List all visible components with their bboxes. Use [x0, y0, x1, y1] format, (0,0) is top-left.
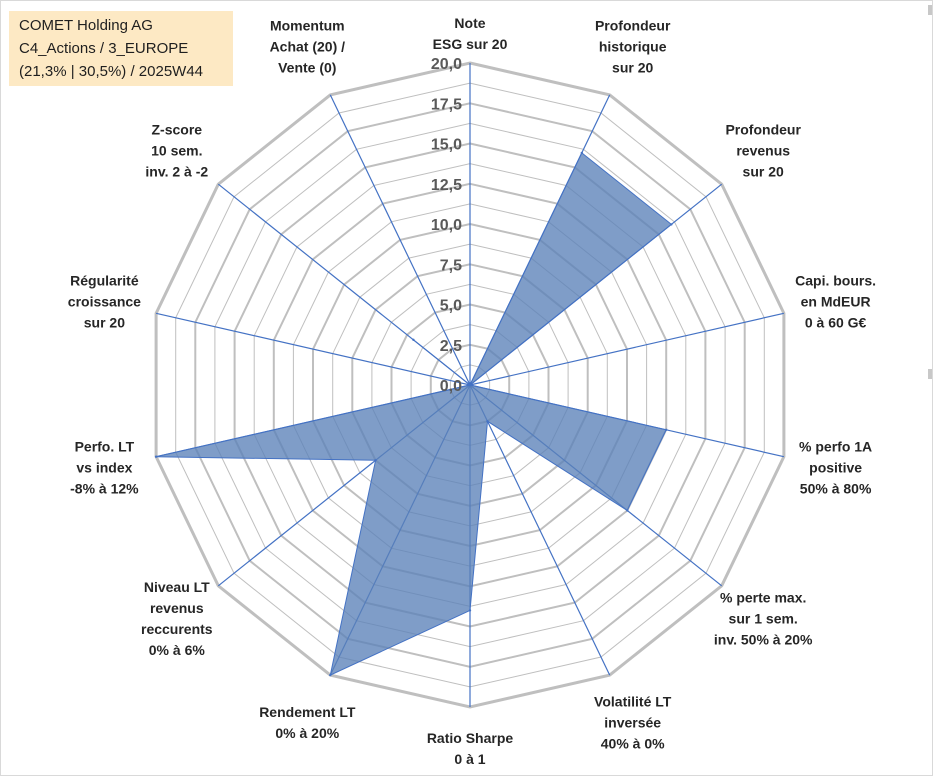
- radar-data-point: [665, 428, 668, 431]
- radar-data-point: [374, 459, 377, 462]
- axis-label-line: inv. 2 à -2: [145, 163, 209, 180]
- axis-label-line: historique: [598, 38, 667, 55]
- axis-label-line: Achat (20) /: [269, 38, 346, 55]
- axis-label: Momentum Achat (20) / Vente (0): [270, 16, 345, 79]
- radar-data-point: [670, 223, 673, 226]
- tick-layer: 0,0 2,5 5,0 7,5 10,0 12,5 15,0 17,5 20,0: [431, 56, 462, 395]
- axis-label-line: Profondeur: [594, 17, 671, 34]
- axis-label: Rendement LT 0% à 20%: [259, 702, 355, 744]
- tick-label: 0,0: [440, 378, 462, 395]
- series-layer: [154, 151, 673, 677]
- radar-spoke: [155, 312, 471, 386]
- axis-label-line: inv. 50% à 20%: [713, 631, 813, 648]
- axis-label-line: Rendement LT: [259, 703, 356, 720]
- axis-label: Niveau LT revenus reccurents 0% à 6%: [141, 577, 213, 661]
- radar-data-point: [626, 509, 629, 512]
- title-company: COMET Holding AG: [19, 17, 153, 34]
- radar-data-point: [580, 151, 583, 155]
- axis-label-line: Vente (0): [278, 59, 337, 76]
- axis-label: % perte max. sur 1 sem. inv. 50% à 20%: [714, 587, 813, 650]
- axis-label-line: Note: [454, 15, 486, 31]
- tick-label: 20,0: [431, 56, 462, 73]
- axis-label-line: Perfo. LT: [74, 438, 135, 455]
- axis-label-line: 0% à 20%: [275, 724, 340, 741]
- tick-label: 10,0: [431, 217, 462, 234]
- tick-label: 12,5: [431, 177, 462, 194]
- axis-label-line: reccurents: [141, 620, 213, 637]
- axis-label-line: 40% à 0%: [600, 735, 665, 752]
- resize-handle-middle: [928, 369, 932, 379]
- axis-label-line: 0% à 6%: [148, 641, 205, 658]
- radar-spoke: [329, 94, 471, 386]
- axis-label: Volatilité LT inversée 40% à 0%: [594, 691, 671, 754]
- axis-label-line: 10 sem.: [151, 142, 203, 159]
- axis-label-line: Niveau LT: [143, 578, 210, 595]
- axis-label-line: Volatilité LT: [594, 693, 672, 710]
- resize-handle-top: [928, 5, 932, 15]
- radar-data-point: [468, 609, 472, 612]
- tick-label: 5,0: [440, 298, 462, 315]
- radar-spoke: [469, 312, 785, 386]
- axis-label: Ratio Sharpe 0 à 1: [427, 728, 513, 770]
- axis-label-line: inversée: [604, 714, 662, 731]
- title-metrics: (21,3% | 30,5%) / 2025W44: [19, 63, 203, 80]
- axis-label-line: revenus: [736, 142, 791, 159]
- axis-label: Capi. bours. en MdEUR 0 à 60 G€: [795, 270, 876, 333]
- radar-data-point: [468, 383, 472, 387]
- radar-data-point: [412, 338, 415, 341]
- axis-label: Profondeur revenus sur 20: [725, 120, 800, 183]
- tick-label: 17,5: [431, 96, 462, 113]
- axis-label-line: 0 à 60 G€: [804, 314, 867, 331]
- axis-label-line: Régularité: [70, 272, 139, 289]
- radar-data-point: [154, 455, 158, 458]
- axis-label-line: Momentum: [269, 17, 345, 34]
- axis-label-line: Capi. bours.: [795, 272, 877, 289]
- radar-spoke: [469, 384, 611, 676]
- axis-label-line: sur 20: [83, 314, 126, 331]
- axis-label-line: 0 à 1: [454, 751, 486, 767]
- axis-label: % perfo 1A positive 50% à 80%: [799, 437, 872, 500]
- radar-data-point: [329, 673, 332, 677]
- title-category: C4_Actions / 3_EUROPE: [19, 40, 189, 57]
- axis-label-line: revenus: [149, 599, 204, 616]
- axis-label-line: Profondeur: [725, 121, 801, 138]
- axis-label-line: % perfo 1A: [799, 438, 873, 455]
- radar-data-point: [486, 420, 489, 423]
- axis-label-line: Z-score: [151, 121, 203, 138]
- axis-label: Profondeur historique sur 20: [595, 16, 670, 79]
- axis-label: Z-score 10 sem. inv. 2 à -2: [145, 120, 208, 183]
- axis-label-line: % perte max.: [719, 589, 807, 606]
- axis-label-line: ESG sur 20: [432, 36, 508, 52]
- radar-series-area: [155, 152, 673, 676]
- axis-label-line: sur 20: [612, 59, 654, 76]
- axis-label-line: Ratio Sharpe: [426, 730, 514, 746]
- axis-label-line: -8% à 12%: [70, 480, 139, 497]
- axis-label-line: vs index: [76, 459, 133, 476]
- tick-label: 15,0: [431, 137, 462, 154]
- axis-label-line: sur 20: [742, 163, 784, 180]
- axis-label: Note ESG sur 20: [433, 13, 508, 55]
- tick-label: 2,5: [440, 338, 462, 355]
- chart-title-box: COMET Holding AG C4_Actions / 3_EUROPE (…: [9, 11, 233, 86]
- axis-label: Perfo. LT vs index -8% à 12%: [70, 437, 138, 500]
- axis-label-line: croissance: [67, 293, 141, 310]
- axis-label: Régularité croissance sur 20: [68, 270, 141, 333]
- tick-label: 7,5: [440, 257, 462, 274]
- axis-label-line: 50% à 80%: [799, 480, 872, 497]
- axis-label-line: positive: [809, 459, 863, 476]
- axis-label-line: sur 1 sem.: [728, 610, 798, 627]
- axis-label-line: en MdEUR: [800, 293, 871, 310]
